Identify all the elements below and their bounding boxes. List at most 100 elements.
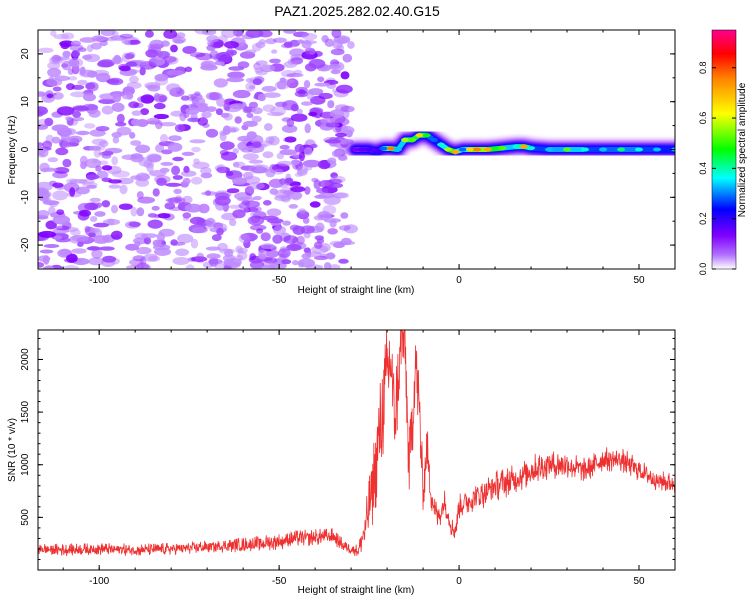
noise-blob <box>347 41 355 49</box>
noise-blob <box>273 37 287 43</box>
noise-blob <box>38 146 47 156</box>
noise-blob <box>166 70 185 76</box>
noise-blob <box>48 201 59 208</box>
noise-blob <box>126 81 142 89</box>
noise-blob <box>297 258 315 268</box>
noise-blob <box>181 151 195 156</box>
noise-blob <box>88 109 101 118</box>
noise-blob <box>243 176 261 184</box>
noise-blob <box>265 38 277 45</box>
noise-blob <box>279 144 290 150</box>
noise-blob <box>86 44 94 53</box>
noise-blob <box>189 52 206 58</box>
noise-blob <box>273 168 284 175</box>
noise-blob <box>260 264 276 269</box>
noise-blob <box>102 255 117 263</box>
noise-blob <box>124 221 141 229</box>
noise-blob <box>143 236 152 245</box>
noise-blob <box>157 213 171 219</box>
noise-blob <box>38 106 48 116</box>
x-tick-label: -50 <box>272 576 287 587</box>
signal-peak <box>465 147 474 152</box>
noise-blob <box>246 131 257 140</box>
noise-blob <box>205 217 216 228</box>
noise-blob <box>223 102 231 111</box>
y-tick-label: -10 <box>20 190 31 205</box>
noise-blob <box>164 202 176 210</box>
noise-blob <box>50 30 57 37</box>
noise-blob <box>52 92 64 100</box>
noise-blob <box>136 246 152 255</box>
noise-blob <box>249 253 256 261</box>
noise-blob <box>83 93 96 102</box>
colorbar-tick-label: 0.4 <box>698 162 708 175</box>
noise-blob <box>232 177 248 185</box>
noise-blob <box>111 56 123 65</box>
noise-blob <box>131 118 141 126</box>
noise-blob <box>340 105 355 113</box>
noise-blob <box>215 108 223 116</box>
noise-blob <box>77 79 88 86</box>
noise-blob <box>262 151 274 159</box>
noise-blob <box>205 92 220 101</box>
spectrogram-xlabel: Height of straight line (km) <box>298 285 415 296</box>
noise-blob <box>43 197 52 203</box>
noise-blob <box>248 182 265 190</box>
noise-blob <box>62 140 71 149</box>
noise-blob <box>96 170 109 179</box>
signal-peak <box>372 149 381 154</box>
noise-blob <box>38 181 53 192</box>
noise-blob <box>280 79 295 84</box>
spectrogram-ylabel: Frequency (Hz) <box>7 116 18 185</box>
noise-blob <box>320 118 332 124</box>
noise-blob <box>326 252 336 260</box>
noise-blob <box>184 203 203 213</box>
snr-ylabel: SNR (10 * v/v) <box>7 418 18 482</box>
noise-blob <box>261 85 277 92</box>
noise-blob <box>191 146 201 153</box>
signal-peak <box>512 144 521 149</box>
noise-blob <box>89 216 98 222</box>
noise-blob <box>190 256 208 262</box>
noise-blob <box>274 189 292 199</box>
noise-blob <box>248 164 265 174</box>
noise-blob <box>134 240 141 247</box>
noise-blob <box>206 44 216 52</box>
noise-blob <box>330 172 338 179</box>
noise-blob <box>240 232 258 242</box>
signal-peak <box>473 147 482 152</box>
noise-blob <box>92 158 99 164</box>
signal-peak <box>415 133 424 138</box>
noise-blob <box>301 32 318 41</box>
noise-blob <box>140 94 155 104</box>
noise-blob <box>61 63 69 68</box>
noise-blob <box>206 253 221 260</box>
signal-peak <box>451 149 460 154</box>
noise-blob <box>222 125 231 135</box>
noise-blob <box>338 258 349 264</box>
noise-blob <box>60 226 79 232</box>
noise-blob <box>279 149 298 156</box>
noise-blob <box>327 228 338 235</box>
noise-blob <box>175 248 190 257</box>
noise-blob <box>99 246 115 251</box>
signal-peak <box>357 147 366 152</box>
noise-blob <box>172 156 184 162</box>
noise-blob <box>71 248 87 254</box>
noise-blob <box>286 73 304 78</box>
noise-blob <box>101 200 111 208</box>
noise-blob <box>282 220 291 226</box>
signal-peak <box>408 137 417 142</box>
noise-blob <box>193 97 206 106</box>
noise-blob <box>309 201 321 208</box>
noise-blob <box>327 157 337 164</box>
noise-blob <box>70 91 88 98</box>
noise-blob <box>147 84 161 92</box>
noise-blob <box>245 78 254 83</box>
noise-blob <box>71 116 85 122</box>
noise-blob <box>90 42 102 50</box>
noise-blob <box>296 108 303 115</box>
noise-blob <box>335 132 347 138</box>
signal-peak <box>444 147 453 152</box>
noise-blob <box>55 225 70 231</box>
